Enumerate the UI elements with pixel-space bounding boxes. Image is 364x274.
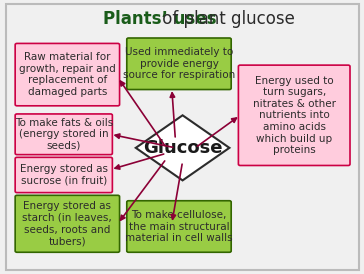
FancyBboxPatch shape [127, 201, 231, 252]
FancyBboxPatch shape [15, 157, 112, 193]
Polygon shape [136, 115, 229, 180]
Text: Energy stored as
starch (in leaves,
seeds, roots and
tubers): Energy stored as starch (in leaves, seed… [23, 201, 112, 246]
FancyBboxPatch shape [15, 114, 112, 155]
Text: Glucose: Glucose [143, 139, 222, 157]
FancyBboxPatch shape [15, 195, 120, 252]
FancyBboxPatch shape [238, 65, 350, 165]
FancyBboxPatch shape [127, 38, 231, 90]
FancyBboxPatch shape [15, 43, 120, 106]
Text: of plant glucose: of plant glucose [157, 10, 295, 28]
Text: Raw material for
growth, repair and
replacement of
damaged parts: Raw material for growth, repair and repl… [19, 52, 116, 97]
Text: Used immediately to
provide energy
source for respiration: Used immediately to provide energy sourc… [123, 47, 235, 80]
Text: To make cellulose,
the main structural
material in cell walls: To make cellulose, the main structural m… [125, 210, 233, 243]
Text: Energy stored as
sucrose (in fruit): Energy stored as sucrose (in fruit) [20, 164, 108, 186]
Text: Energy used to
turn sugars,
nitrates & other
nutrients into
amino acids
which bu: Energy used to turn sugars, nitrates & o… [253, 76, 336, 155]
Text: Plants’ uses: Plants’ uses [103, 10, 217, 28]
Text: To make fats & oils
(energy stored in
seeds): To make fats & oils (energy stored in se… [15, 118, 113, 151]
